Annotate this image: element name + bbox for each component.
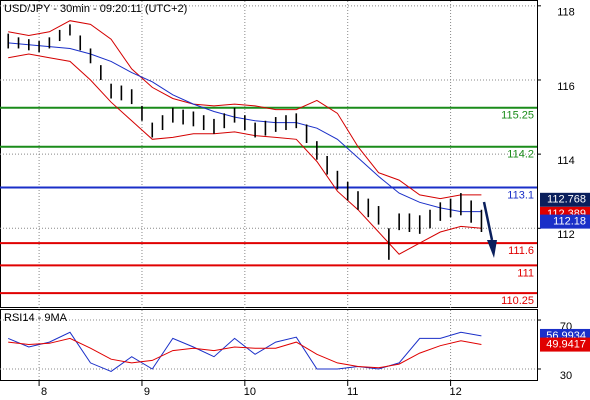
level-label: 114.2: [507, 149, 534, 161]
y-tick-label: 116: [557, 81, 575, 93]
forecast-arrow: [482, 201, 494, 241]
forecast-arrow-head: [487, 240, 497, 258]
level-label: 111.6: [508, 245, 534, 257]
x-tick-label: 10: [244, 386, 256, 398]
price-marker-box: [540, 337, 590, 352]
y-tick-label: 114: [557, 155, 575, 167]
y-tick-label: 112: [557, 229, 575, 241]
price-marker-label: 49.9417: [546, 338, 586, 350]
rsi-line: [8, 337, 482, 369]
level-label: 113.1: [507, 189, 534, 201]
chart-title: USD/JPY - 30min - 09:20:11 (UTC+2): [4, 3, 187, 15]
y-tick-label: 30: [560, 370, 572, 382]
price-marker-box: [540, 214, 590, 229]
x-tick-label: 12: [449, 386, 461, 398]
price-marker-label: 112.18: [553, 216, 586, 228]
level-label: 110.25: [501, 295, 534, 307]
level-label: 111: [517, 267, 534, 279]
rsi-line: [8, 331, 482, 372]
overlay-line: [8, 20, 482, 200]
level-label: 115.25: [501, 110, 534, 122]
price-marker-box: [540, 192, 590, 207]
overlay-line: [8, 53, 482, 255]
x-tick-label: 9: [144, 386, 150, 398]
rsi-title: RSI14 - 9MA: [4, 312, 68, 324]
x-tick-label: 8: [41, 386, 47, 398]
y-tick-label: 118: [557, 7, 575, 19]
price-marker-label: 112.768: [547, 194, 586, 206]
x-tick-label: 11: [347, 386, 358, 398]
